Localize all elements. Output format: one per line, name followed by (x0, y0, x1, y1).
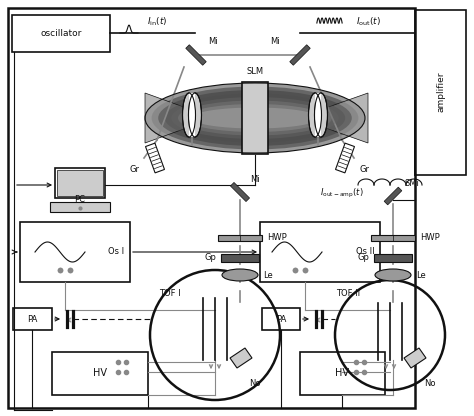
Polygon shape (290, 45, 310, 65)
Polygon shape (336, 143, 355, 173)
Polygon shape (371, 235, 415, 241)
Text: Le: Le (187, 96, 197, 104)
Ellipse shape (315, 93, 328, 137)
Text: Le: Le (187, 96, 197, 104)
Polygon shape (404, 348, 426, 368)
Polygon shape (218, 235, 262, 241)
Polygon shape (145, 93, 192, 143)
Text: PA: PA (27, 314, 37, 324)
Text: Gr: Gr (360, 166, 370, 174)
Text: Gp: Gp (204, 253, 216, 262)
Text: $I_\mathrm{in}(t)$: $I_\mathrm{in}(t)$ (147, 16, 167, 28)
Text: HV: HV (93, 368, 107, 378)
Text: No: No (249, 379, 261, 387)
Ellipse shape (152, 87, 358, 149)
Polygon shape (230, 348, 252, 368)
Text: Os I: Os I (108, 248, 124, 257)
Ellipse shape (375, 269, 411, 281)
Text: $I_\mathrm{out-amp}(t)$: $I_\mathrm{out-amp}(t)$ (320, 186, 364, 200)
Polygon shape (384, 187, 402, 205)
Text: PA: PA (276, 314, 286, 324)
Ellipse shape (178, 101, 332, 136)
Polygon shape (57, 170, 103, 196)
Text: Le: Le (263, 270, 273, 280)
Text: TOF I: TOF I (159, 289, 181, 297)
Text: Le: Le (313, 96, 323, 104)
Text: No: No (424, 379, 436, 387)
Ellipse shape (145, 83, 365, 153)
Ellipse shape (158, 90, 352, 146)
Text: oscillator: oscillator (40, 29, 82, 37)
Ellipse shape (189, 93, 201, 137)
Polygon shape (315, 93, 321, 137)
Text: amplifier: amplifier (437, 72, 446, 112)
Polygon shape (230, 183, 249, 201)
Ellipse shape (222, 269, 258, 281)
Text: Mi: Mi (270, 37, 280, 45)
Polygon shape (50, 202, 110, 212)
Polygon shape (221, 254, 259, 262)
Ellipse shape (309, 93, 321, 137)
Polygon shape (320, 93, 368, 143)
Text: HWP: HWP (267, 233, 287, 243)
Polygon shape (242, 82, 268, 154)
Text: Mi: Mi (208, 37, 218, 45)
Text: Mi: Mi (250, 176, 260, 185)
Text: SLM: SLM (246, 67, 264, 75)
Text: Os II: Os II (356, 248, 374, 257)
Text: Le: Le (416, 270, 426, 280)
Ellipse shape (191, 107, 319, 129)
Text: HWP: HWP (420, 233, 440, 243)
Text: HV: HV (335, 368, 349, 378)
Text: Gr: Gr (130, 166, 140, 174)
Polygon shape (186, 45, 206, 65)
Ellipse shape (172, 97, 338, 139)
Text: PC: PC (74, 196, 85, 205)
Text: $I_\mathrm{out}(t)$: $I_\mathrm{out}(t)$ (356, 16, 381, 28)
Text: SMi: SMi (405, 179, 420, 188)
Ellipse shape (182, 93, 195, 137)
Polygon shape (189, 93, 195, 137)
Ellipse shape (165, 94, 345, 143)
Polygon shape (374, 254, 412, 262)
Text: TOF II: TOF II (336, 289, 360, 297)
Ellipse shape (184, 104, 325, 132)
Text: Gp: Gp (357, 253, 369, 262)
Polygon shape (146, 143, 164, 173)
Text: Le: Le (313, 96, 323, 104)
